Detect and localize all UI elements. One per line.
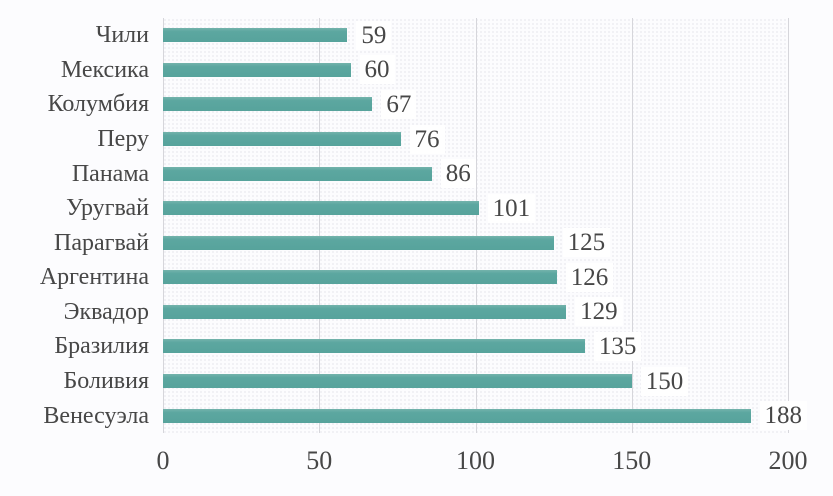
value-label: 86 <box>440 159 476 189</box>
bar-track: 60 <box>163 55 788 85</box>
bar-row: Чили 59 <box>0 18 833 53</box>
gridline-100 <box>475 18 477 433</box>
value-label: 135 <box>593 331 642 361</box>
plot-area <box>163 18 789 433</box>
category-label: Перу <box>97 126 149 153</box>
value-label: 129 <box>575 297 623 327</box>
category-label: Аргентина <box>39 264 149 291</box>
bar <box>163 235 554 250</box>
bar-track: 135 <box>163 331 788 361</box>
value-label: 150 <box>640 366 689 396</box>
value-label: 101 <box>487 193 536 223</box>
value-label: 188 <box>759 401 807 431</box>
category-label: Эквадор <box>63 298 149 325</box>
bar-track: 59 <box>163 20 788 50</box>
bar-row: Колумбия 67 <box>0 87 833 122</box>
x-tick-label: 200 <box>768 446 808 475</box>
bar-row: Перу 76 <box>0 122 833 157</box>
bar-row: Венесуэла 188 <box>0 398 833 433</box>
bar <box>163 166 432 181</box>
value-label: 126 <box>565 262 614 292</box>
bar-track: 76 <box>163 124 788 154</box>
bar <box>163 374 632 389</box>
x-axis: 0 50 100 150 200 <box>157 446 808 484</box>
bar-row: Уругвай 101 <box>0 191 833 226</box>
category-label: Парагвай <box>54 229 149 256</box>
category-label: Панама <box>71 160 149 187</box>
bar <box>163 28 348 43</box>
bar-track: 188 <box>163 401 807 431</box>
bar <box>163 408 751 423</box>
bar <box>163 304 567 319</box>
bar-track: 86 <box>163 159 788 189</box>
value-label: 59 <box>356 20 392 50</box>
bar <box>163 270 557 285</box>
value-label: 125 <box>562 228 611 258</box>
bar-track: 126 <box>163 262 788 292</box>
x-tick-label: 100 <box>456 446 495 475</box>
category-label: Мексика <box>60 56 149 83</box>
gridline-0 <box>163 18 164 433</box>
x-tick-label: 50 <box>306 446 333 475</box>
bar-row: Аргентина 126 <box>0 260 833 295</box>
bar <box>163 201 479 216</box>
gridline-150 <box>631 18 633 433</box>
category-label: Колумбия <box>47 91 149 118</box>
bar-row: Мексика 60 <box>0 53 833 88</box>
bar-track: 101 <box>163 193 788 223</box>
value-label: 67 <box>381 89 417 119</box>
bar-track: 150 <box>163 366 788 396</box>
gridline-50 <box>319 18 321 433</box>
category-label: Чили <box>95 22 149 49</box>
gridline-200 <box>788 18 789 433</box>
bar-row: Бразилия 135 <box>0 329 833 364</box>
value-label: 76 <box>409 124 445 154</box>
bar-row: Эквадор 129 <box>0 295 833 330</box>
bar <box>163 132 401 147</box>
value-label: 60 <box>359 55 395 85</box>
bar-rows: Чили 59 Мексика 60 Колумбия 67 Перу 76 П… <box>0 18 833 433</box>
x-tick-label: 0 <box>156 446 170 475</box>
bar-row: Боливия 150 <box>0 364 833 399</box>
bar <box>163 62 351 77</box>
category-label: Венесуэла <box>43 402 149 429</box>
bar-track: 67 <box>163 89 788 119</box>
category-label: Боливия <box>63 368 150 395</box>
x-tick-label: 150 <box>612 446 652 475</box>
bar-track: 125 <box>163 228 788 258</box>
category-label: Бразилия <box>54 333 149 360</box>
bar-track: 129 <box>163 297 788 327</box>
category-label: Уругвай <box>66 195 149 222</box>
bar-row: Парагвай 125 <box>0 225 833 260</box>
bar <box>163 97 373 112</box>
bar <box>163 339 585 354</box>
bar-row: Панама 86 <box>0 156 833 191</box>
